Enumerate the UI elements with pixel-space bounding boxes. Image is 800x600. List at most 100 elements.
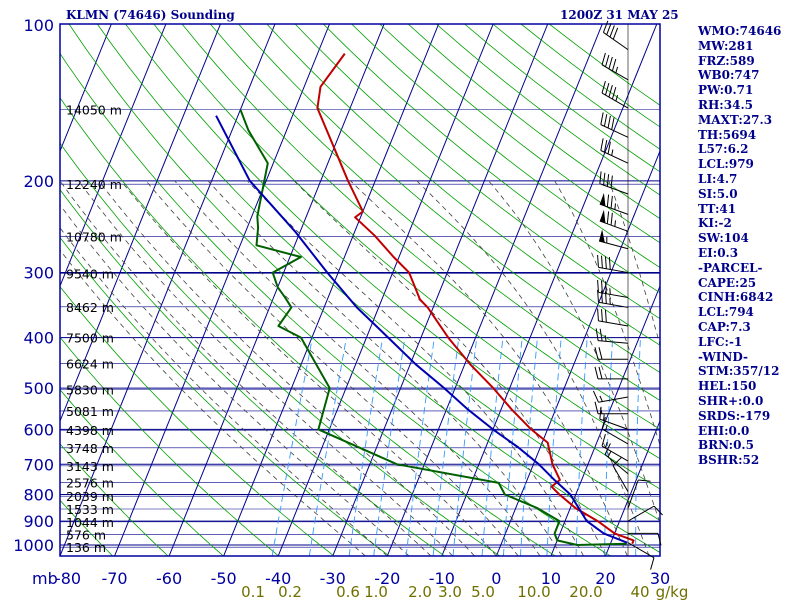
height-label: 1044 m xyxy=(66,515,114,530)
dry-adiabat xyxy=(266,24,660,346)
wind-barb xyxy=(597,308,629,327)
height-label: 12240 m xyxy=(66,177,122,192)
mixing-ratio-line xyxy=(575,337,588,556)
moist-adiabat xyxy=(174,180,541,556)
indices-panel: WMO:74646 MW:281 FRZ:589 WB0:747 PW:0.71 RH:3… xyxy=(698,24,800,468)
index-line: SI:5.0 xyxy=(698,186,738,201)
index-line: LCL:794 xyxy=(698,305,754,320)
index-line: HEL:150 xyxy=(698,379,757,394)
index-line: SW:104 xyxy=(698,231,749,246)
mixing-ratio-label: 3.0 xyxy=(438,583,462,600)
moist-adiabat xyxy=(246,180,584,556)
wind-barb xyxy=(604,443,629,475)
mixing-ratio-line xyxy=(671,338,673,556)
height-label: 2576 m xyxy=(66,475,114,490)
dry-adiabat xyxy=(60,389,224,556)
index-line: RH:34.5 xyxy=(698,97,753,112)
dry-adiabat xyxy=(294,24,660,320)
height-label: 3748 m xyxy=(66,441,114,456)
index-line: CAP:7.3 xyxy=(698,319,751,334)
height-label: 4398 m xyxy=(66,423,114,438)
index-line: FRZ:589 xyxy=(698,53,755,68)
index-line: TH:5694 xyxy=(698,127,757,142)
temperature-tick-label: 30 xyxy=(650,569,670,588)
wind-barb xyxy=(599,192,629,215)
dry-adiabat xyxy=(60,52,611,556)
wind-barb xyxy=(594,401,628,415)
index-line: LFC:-1 xyxy=(698,334,743,349)
index-line: CAPE:25 xyxy=(698,275,757,290)
index-line: SRDS:-179 xyxy=(698,408,771,423)
isotherm-line xyxy=(495,149,660,556)
mixing-ratio-label: 0.6 xyxy=(336,583,360,600)
mixing-ratio-label: 2.0 xyxy=(408,583,432,600)
isotherm-line xyxy=(60,24,276,556)
index-line: LI:4.7 xyxy=(698,171,738,186)
dry-adiabat xyxy=(209,24,660,401)
mixing-ratio-line xyxy=(271,337,313,556)
dry-adiabat xyxy=(323,24,660,294)
isotherm-line xyxy=(604,419,660,556)
wind-barbs xyxy=(592,20,663,570)
index-line: LCL:979 xyxy=(698,157,754,172)
isotherm-line xyxy=(277,24,494,556)
pressure-tick-label: 400 xyxy=(23,329,54,348)
isotherm-line xyxy=(60,24,112,153)
dry-adiabat xyxy=(60,97,556,556)
isotherm-line xyxy=(168,24,385,556)
dry-adiabat xyxy=(60,142,501,556)
isotherm-line xyxy=(441,24,658,556)
temperature-tick-label: -70 xyxy=(101,569,127,588)
height-label: 1533 m xyxy=(66,502,114,517)
mixing-ratio-line xyxy=(432,337,460,556)
temperature-tick-label: -40 xyxy=(265,569,291,588)
dry-adiabat xyxy=(60,189,445,556)
mixing-ratio-label: 10.0 xyxy=(517,583,550,600)
dry-adiabat xyxy=(60,443,169,556)
isotherm-line xyxy=(0,24,57,556)
height-label: 8462 m xyxy=(66,300,114,315)
dry-adiabat xyxy=(351,24,660,268)
mixing-ratio-label: 20.0 xyxy=(569,583,602,600)
temperature-tick-label: -20 xyxy=(374,569,400,588)
dewpoint-profile xyxy=(239,109,627,546)
moist-adiabat xyxy=(608,180,660,347)
wind-barb xyxy=(595,328,629,344)
pressure-tick-label: 300 xyxy=(23,264,54,283)
index-line: WB0:747 xyxy=(698,68,760,83)
wind-barb xyxy=(601,81,629,109)
dry-adiabat xyxy=(238,24,660,373)
mixing-ratio-line xyxy=(405,337,435,556)
index-line: -WIND- xyxy=(698,349,748,364)
height-label: 3143 m xyxy=(66,459,114,474)
index-line: TT:41 xyxy=(698,201,737,216)
temperature-tick-label: 20 xyxy=(595,569,615,588)
index-line: BSHR:52 xyxy=(698,453,760,468)
index-line: MW:281 xyxy=(698,38,754,53)
mixing-ratio-label: 5.0 xyxy=(471,583,495,600)
moist-adiabat xyxy=(145,180,519,556)
mixing-ratio-line xyxy=(546,337,562,556)
pressure-tick-label: 200 xyxy=(23,172,54,191)
moist-adiabat xyxy=(554,180,660,447)
pressure-tick-label: 1000 xyxy=(13,536,54,555)
wind-barb xyxy=(594,366,628,380)
wind-barb xyxy=(599,209,629,232)
index-line: PW:0.71 xyxy=(698,83,754,98)
dry-adiabat xyxy=(181,24,660,430)
wind-barb xyxy=(594,347,628,360)
mixing-ratio-line xyxy=(481,337,504,556)
dry-adiabat xyxy=(153,24,660,460)
index-line: BRN:0.5 xyxy=(698,438,754,453)
moist-adiabat xyxy=(60,249,366,556)
moist-adiabat xyxy=(60,227,388,556)
temperature-tick-label: -80 xyxy=(55,569,81,588)
parcel-profile xyxy=(215,115,628,544)
moist-adiabat xyxy=(78,180,453,556)
temperature-tick-label: -30 xyxy=(320,569,346,588)
height-label: 2039 m xyxy=(66,489,114,504)
wind-barb xyxy=(597,279,629,299)
isotherm-line xyxy=(332,24,549,556)
